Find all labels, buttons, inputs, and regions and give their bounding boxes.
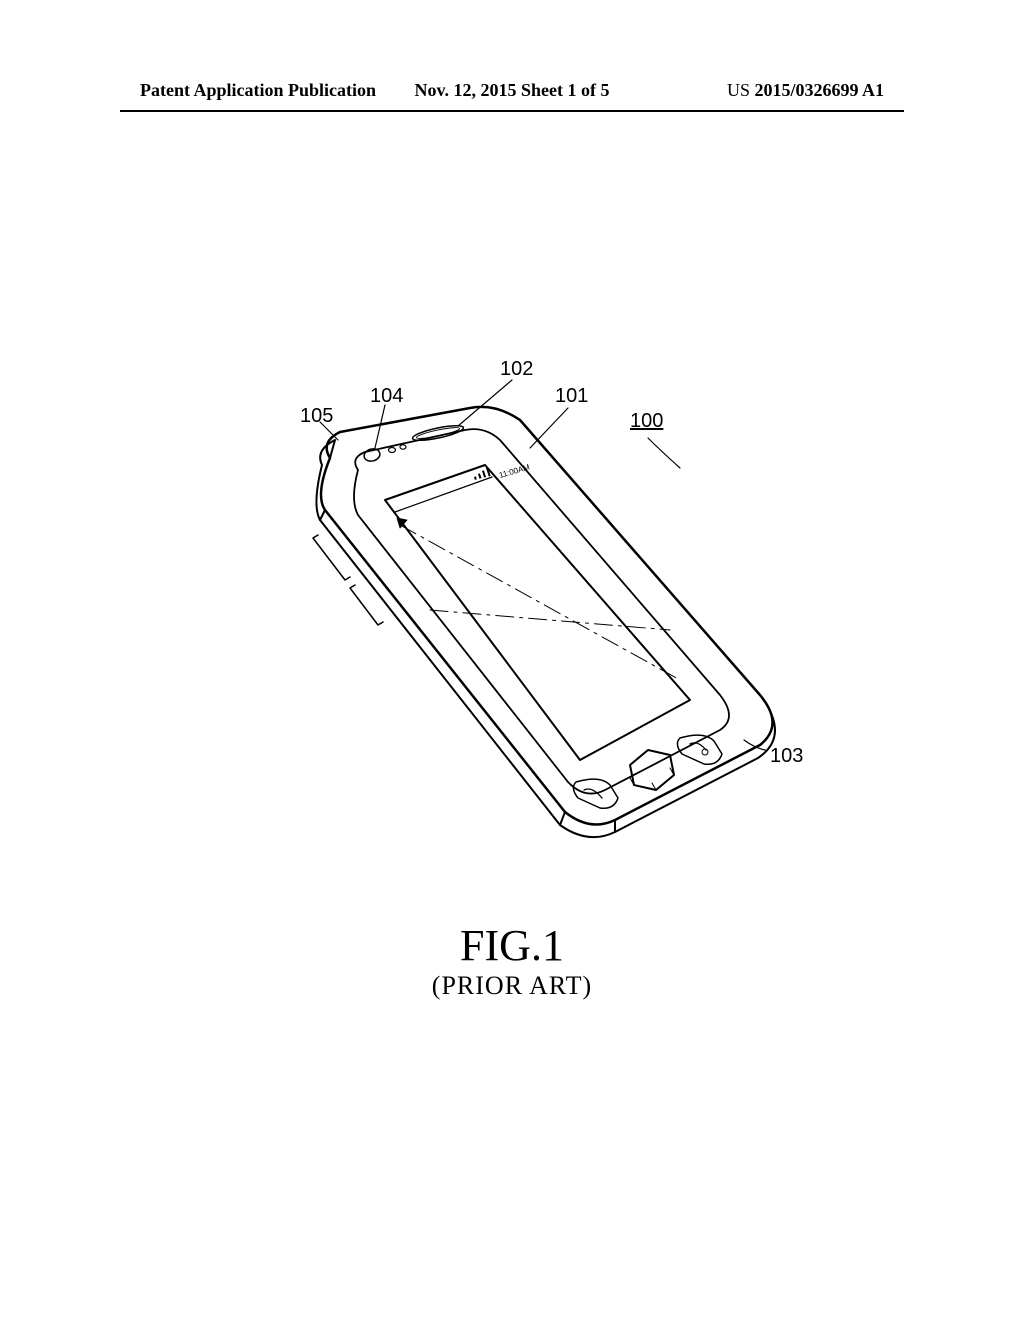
- ref-102: 102: [500, 358, 533, 381]
- status-bar-time: 11:00AM: [498, 463, 531, 480]
- figure-1: 100 101 102 103 104 105: [200, 350, 820, 870]
- ref-105: 105: [300, 405, 333, 428]
- pub-number: 2015/0326699 A1: [754, 80, 884, 100]
- header-rule: [120, 110, 904, 112]
- phone-drawing: 11:00AM: [200, 350, 820, 870]
- ref-100: 100: [630, 410, 663, 433]
- header-publication-type: Patent Application Publication: [140, 80, 388, 101]
- page-header: Patent Application Publication Nov. 12, …: [0, 80, 1024, 101]
- figure-number: FIG.1: [0, 920, 1024, 971]
- ref-103: 103: [770, 745, 803, 768]
- header-pub-number: US 2015/0326699 A1: [636, 80, 884, 101]
- ref-104: 104: [370, 385, 403, 408]
- pub-prefix: US: [727, 80, 755, 100]
- ref-101: 101: [555, 385, 588, 408]
- figure-subtitle: (PRIOR ART): [0, 971, 1024, 1001]
- figure-caption: FIG.1 (PRIOR ART): [0, 920, 1024, 1001]
- header-date-sheet: Nov. 12, 2015 Sheet 1 of 5: [388, 80, 636, 101]
